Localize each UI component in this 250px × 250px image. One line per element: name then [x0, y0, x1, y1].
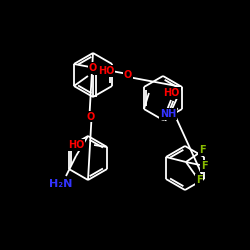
Text: HO: HO — [98, 66, 114, 76]
Text: HO: HO — [68, 140, 84, 150]
Text: O: O — [124, 70, 132, 81]
Text: NH: NH — [160, 109, 176, 119]
Text: O: O — [172, 88, 180, 98]
Text: O: O — [89, 63, 97, 73]
Text: O: O — [86, 112, 94, 122]
Text: H₂N: H₂N — [49, 179, 73, 189]
Text: F: F — [199, 145, 205, 155]
Text: F: F — [196, 175, 202, 185]
Text: HO: HO — [163, 88, 179, 98]
Text: F: F — [201, 161, 207, 171]
